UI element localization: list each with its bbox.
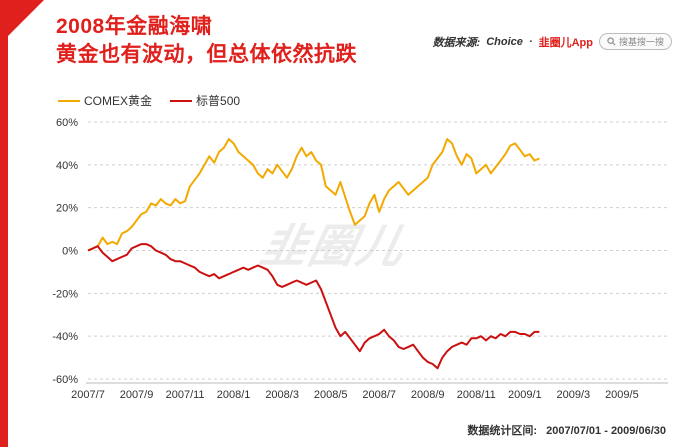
series-line-sp500 (87, 243, 540, 370)
x-tick-label: 2007/11 (166, 389, 205, 401)
x-tick-label: 2009/1 (508, 389, 542, 401)
source-prefix: 数据来源: (432, 36, 481, 49)
y-tick-label: 60% (56, 117, 78, 129)
y-tick-label: 20% (56, 203, 78, 215)
x-tick-label: 2007/7 (71, 389, 105, 401)
left-accent-band (0, 0, 8, 447)
x-tick-label: 2008/3 (265, 389, 299, 401)
x-tick-label: 2008/1 (217, 389, 251, 401)
legend-swatch-sp500 (170, 99, 193, 102)
brand-logo: 韭圈儿App (538, 36, 593, 49)
search-text: 搜基搜一搜 (618, 37, 664, 47)
date-range-note: 数据统计区间: 2007/07/01 - 2009/06/30 (467, 422, 666, 438)
date-range-label: 数据统计区间: (467, 425, 538, 437)
y-tick-label: -60% (52, 374, 78, 386)
y-tick-label: -20% (52, 288, 78, 300)
date-range-value: 2007/07/01 - 2009/06/30 (546, 425, 666, 437)
corner-accent (0, 0, 44, 44)
x-tick-label: 2009/5 (605, 389, 639, 401)
x-tick-label: 2007/9 (120, 389, 154, 401)
legend-item-sp500: 标普500 (170, 92, 240, 109)
y-tick-label: -40% (52, 331, 78, 343)
source-separator: · (528, 35, 533, 48)
legend-label-sp500: 标普500 (196, 94, 241, 108)
chart-title: 2008年金融海啸 (56, 15, 213, 38)
x-tick-label: 2008/5 (314, 389, 348, 401)
legend: COMEX黄金 标普500 (58, 92, 240, 109)
chart-subtitle: 黄金也有波动，但总体依然抗跌 (56, 43, 357, 66)
source-line: 数据来源: Choice · 韭圈儿App 搜基搜一搜 (433, 33, 672, 50)
search-icon (607, 37, 616, 46)
y-tick-label: 40% (56, 160, 78, 172)
y-tick-label: 0% (62, 246, 78, 258)
legend-item-gold: COMEX黄金 (58, 92, 152, 109)
series-line-gold (87, 138, 540, 252)
x-tick-label: 2008/11 (457, 389, 496, 401)
x-tick-label: 2008/9 (411, 389, 445, 401)
source-name: Choice (486, 35, 523, 48)
legend-label-gold: COMEX黄金 (84, 94, 153, 108)
search-box[interactable]: 搜基搜一搜 (598, 33, 672, 50)
x-tick-label: 2008/7 (362, 389, 396, 401)
x-tick-label: 2009/3 (557, 389, 591, 401)
legend-swatch-gold (58, 99, 80, 102)
